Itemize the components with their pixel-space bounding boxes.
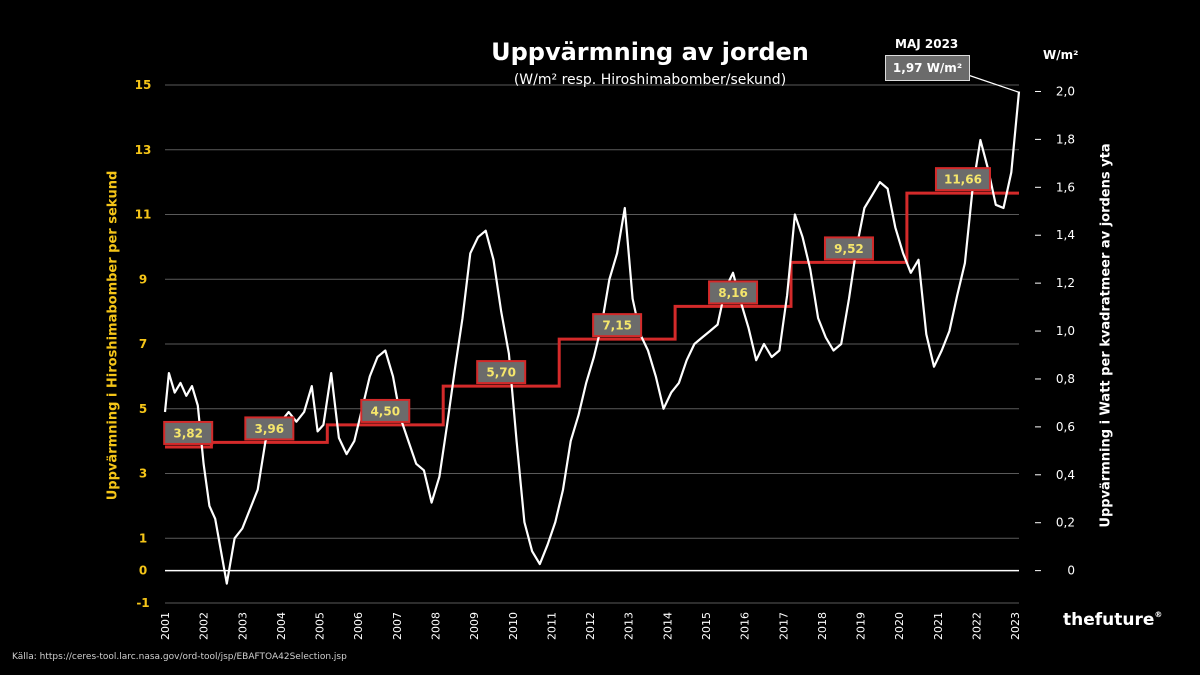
step-value-box — [934, 167, 991, 192]
y-axis-right-label: Uppvärmning i Watt per kvadratmeer av jo… — [1098, 142, 1114, 528]
x-tick-label: 2010 — [507, 612, 520, 640]
step-value-box — [163, 420, 214, 445]
y-left-tick-label: 15 — [135, 78, 152, 92]
step-value-box — [592, 313, 643, 338]
brand-text: thefuture — [1063, 610, 1155, 630]
y-axis-left-label: Uppvärmning i Hiroshimabomber per sekund — [105, 170, 121, 500]
step-value-label: 5,70 — [486, 366, 516, 380]
brand-logo: thefuture® — [1063, 610, 1162, 630]
y-left-tick-label: 5 — [139, 402, 147, 416]
x-tick-label: 2017 — [777, 612, 790, 640]
gridlines — [165, 84, 1019, 604]
y-left-tick-label: 13 — [135, 143, 152, 157]
x-axis-ticks: 2001 2002 2003 2004 2005 2006 2007 2008 2009 2010… — [159, 612, 1022, 640]
y-right-tick-label: 2,0 — [1056, 84, 1075, 98]
step-value-label: 3,82 — [173, 426, 203, 440]
line-series — [163, 91, 1021, 585]
step-value-box — [708, 280, 759, 305]
y-right-tick-label: 0,4 — [1056, 468, 1075, 482]
x-tick-label: 2012 — [584, 612, 597, 640]
x-tick-label: 2022 — [970, 612, 983, 640]
right-axis-ticks: 0 0,2 0,4 0,6 0,8 1,0 1,2 1,4 1,6 1,8 2,0 — [1035, 84, 1075, 578]
y-left-tick-label: 1 — [139, 531, 147, 545]
x-tick-label: 2023 — [1009, 612, 1022, 640]
annotation-leader-line — [964, 73, 1019, 93]
x-tick-label: 2020 — [893, 612, 906, 640]
x-tick-label: 2021 — [932, 612, 945, 640]
step-value-box — [360, 398, 411, 423]
y-left-tick-label: 3 — [139, 467, 147, 481]
x-tick-label: 2019 — [855, 612, 868, 640]
x-tick-label: 2005 — [314, 612, 327, 640]
y-right-tick-label: 1,8 — [1056, 132, 1075, 146]
right-axis-unit: W/m² — [1043, 48, 1079, 62]
x-tick-label: 2011 — [545, 612, 558, 640]
y-right-tick-label: 0 — [1067, 564, 1075, 578]
annotation-value-box: 1,97 W/m² — [885, 55, 970, 81]
step-value-label: 11,66 — [944, 173, 982, 187]
step-value-box — [244, 416, 295, 441]
step-value-label: 4,50 — [370, 404, 400, 418]
x-tick-label: 2018 — [816, 612, 829, 640]
step-series — [165, 191, 1019, 449]
y-left-tick-label: 7 — [139, 337, 147, 351]
step-value-box — [823, 236, 874, 261]
x-tick-label: 2007 — [391, 612, 404, 640]
source-text: Källa: https://ceres-tool.larc.nasa.gov/… — [12, 652, 347, 662]
x-tick-label: 2014 — [661, 612, 674, 640]
y-right-tick-label: 1,6 — [1056, 180, 1075, 194]
x-tick-label: 2009 — [468, 612, 481, 640]
x-tick-label: 2016 — [739, 612, 752, 640]
y-right-tick-label: 1,0 — [1056, 324, 1075, 338]
chart-subtitle: (W/m² resp. Hiroshimabomber/sekund) — [513, 72, 787, 88]
y-left-tick-label: -1 — [136, 596, 149, 610]
x-tick-label: 2001 — [159, 612, 172, 640]
step-value-box — [476, 360, 527, 385]
x-tick-label: 2002 — [198, 612, 211, 640]
chart-title: Uppvärmning av jorden — [491, 38, 809, 66]
y-right-tick-label: 0,6 — [1056, 420, 1075, 434]
x-tick-label: 2013 — [623, 612, 636, 640]
y-right-tick-label: 0,8 — [1056, 372, 1075, 386]
line-series-path — [163, 91, 1021, 585]
annotation-label: MAJ 2023 — [895, 37, 959, 51]
y-left-tick-label: 9 — [139, 272, 147, 286]
y-right-tick-label: 1,4 — [1056, 228, 1075, 242]
x-tick-label: 2003 — [236, 612, 249, 640]
y-left-tick-label: 0 — [139, 564, 147, 578]
step-value-label: 8,16 — [718, 286, 748, 300]
x-tick-label: 2015 — [700, 612, 713, 640]
step-value-label: 3,96 — [255, 422, 285, 436]
y-right-tick-label: 1,2 — [1056, 276, 1075, 290]
step-value-labels: 3,82 3,96 4,50 5,70 7,15 8,16 9,52 11,66 — [163, 167, 991, 445]
registered-icon: ® — [1154, 610, 1163, 619]
y-left-tick-label: 11 — [135, 208, 152, 222]
x-tick-label: 2008 — [429, 612, 442, 640]
x-tick-label: 2006 — [352, 612, 365, 640]
x-tick-label: 2004 — [275, 612, 288, 640]
step-value-label: 9,52 — [834, 242, 864, 256]
step-series-path — [165, 191, 1019, 449]
step-value-label: 7,15 — [602, 319, 632, 333]
y-right-tick-label: 0,2 — [1056, 516, 1075, 530]
